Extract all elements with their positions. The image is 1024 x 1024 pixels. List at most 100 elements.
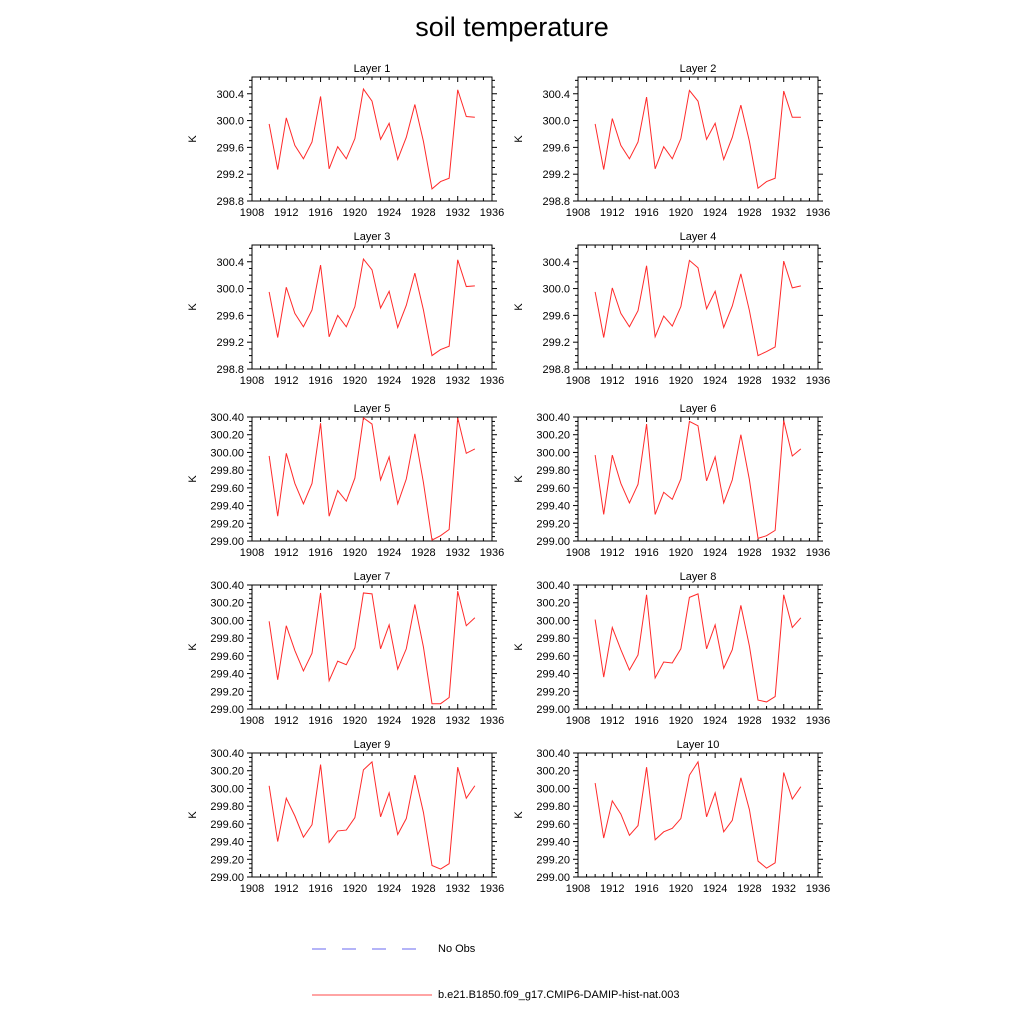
x-tick-label: 1932: [771, 715, 795, 727]
y-tick-label: 299.2: [216, 337, 244, 349]
y-axis-label: K: [187, 303, 199, 311]
plot-frame: [577, 416, 819, 542]
x-tick-label: 1908: [240, 547, 264, 559]
y-tick-label: 300.00: [536, 615, 570, 627]
y-tick-label: 299.20: [536, 854, 570, 866]
x-tick-label: 1920: [343, 207, 367, 219]
panel-layer-3: Layer 3 K 1908 1912 1916 1920 1924 1928 1932 1936…: [187, 231, 504, 387]
x-tick-label: 1936: [806, 883, 830, 895]
y-tick-label: 300.40: [210, 412, 244, 424]
plot-frame: [251, 584, 493, 710]
x-tick-label: 1932: [771, 883, 795, 895]
x-tick-label: 1920: [669, 547, 693, 559]
x-tick-label: 1936: [806, 375, 830, 387]
y-tick-label: 298.8: [542, 196, 570, 208]
y-tick-label: 299.20: [536, 686, 570, 698]
panel-title: Layer 7: [354, 571, 391, 583]
x-tick-label: 1916: [634, 375, 658, 387]
x-tick-label: 1928: [411, 883, 435, 895]
x-tick-label: 1928: [737, 883, 761, 895]
y-tick-label: 300.40: [536, 748, 570, 760]
y-tick-label: 299.00: [536, 536, 570, 548]
panel-title: Layer 3: [354, 231, 391, 243]
x-tick-label: 1920: [343, 375, 367, 387]
series-line: [594, 89, 801, 190]
y-tick-label: 300.00: [210, 783, 244, 795]
panel-layer-1: Layer 1 K 1908 1912 1916 1920 1924 1928 1932 1936…: [187, 63, 504, 219]
x-tick-label: 1936: [480, 375, 504, 387]
series-line: [268, 416, 476, 541]
y-axis-label: K: [513, 643, 525, 651]
y-tick-label: 299.2: [542, 169, 570, 181]
x-tick-label: 1928: [737, 207, 761, 219]
x-tick-label: 1912: [600, 715, 624, 727]
y-tick-label: 300.20: [536, 598, 570, 610]
y-tick-label: 299.00: [210, 872, 244, 884]
y-tick-label: 299.20: [536, 518, 570, 530]
panel-title: Layer 8: [680, 571, 717, 583]
y-tick-label: 300.20: [210, 766, 244, 778]
y-axis-label: K: [187, 643, 199, 651]
plot-frame: [577, 244, 819, 370]
x-tick-label: 1912: [600, 883, 624, 895]
y-tick-label: 300.4: [216, 89, 244, 101]
y-axis-label: K: [513, 811, 525, 819]
x-tick-label: 1908: [566, 883, 590, 895]
y-tick-label: 300.00: [536, 783, 570, 795]
x-tick-label: 1924: [703, 547, 727, 559]
y-tick-label: 298.8: [216, 364, 244, 376]
x-tick-label: 1924: [377, 375, 401, 387]
x-tick-label: 1920: [343, 883, 367, 895]
x-tick-label: 1924: [703, 375, 727, 387]
x-tick-label: 1908: [566, 207, 590, 219]
y-tick-label: 299.80: [210, 801, 244, 813]
y-tick-label: 300.00: [210, 615, 244, 627]
x-tick-label: 1932: [445, 207, 469, 219]
y-tick-label: 299.20: [210, 686, 244, 698]
x-tick-label: 1932: [445, 547, 469, 559]
series-line: [268, 257, 475, 357]
y-tick-label: 299.40: [536, 837, 570, 849]
y-tick-label: 300.20: [536, 766, 570, 778]
x-tick-label: 1920: [669, 375, 693, 387]
y-tick-label: 299.20: [210, 518, 244, 530]
x-tick-label: 1928: [411, 715, 435, 727]
y-tick-label: 300.0: [542, 284, 570, 296]
x-tick-label: 1908: [566, 715, 590, 727]
series-line: [594, 259, 801, 357]
y-tick-label: 299.60: [210, 651, 244, 663]
y-axis-label: K: [513, 135, 525, 143]
x-tick-label: 1916: [308, 207, 332, 219]
x-tick-label: 1920: [669, 715, 693, 727]
y-axis-label: K: [513, 475, 525, 483]
x-tick-label: 1928: [411, 375, 435, 387]
x-tick-label: 1916: [308, 883, 332, 895]
y-tick-label: 299.00: [210, 536, 244, 548]
x-tick-label: 1924: [377, 207, 401, 219]
y-tick-label: 299.80: [536, 465, 570, 477]
y-tick-label: 299.80: [536, 801, 570, 813]
x-tick-label: 1936: [806, 207, 830, 219]
panel-title: Layer 9: [354, 739, 391, 751]
x-tick-label: 1924: [703, 883, 727, 895]
panel-title: Layer 4: [680, 231, 717, 243]
x-tick-label: 1912: [274, 547, 298, 559]
y-tick-label: 299.40: [210, 501, 244, 513]
panel-layer-5: Layer 5 K 1908 1912 1916 1920 1924 1928 1932 1936…: [187, 403, 504, 559]
y-tick-label: 300.4: [542, 257, 570, 269]
y-tick-label: 299.20: [210, 854, 244, 866]
series-line: [268, 591, 476, 705]
y-tick-label: 299.60: [210, 819, 244, 831]
y-tick-label: 300.00: [536, 447, 570, 459]
x-tick-label: 1924: [377, 547, 401, 559]
y-tick-label: 299.40: [210, 837, 244, 849]
legend-no-obs-label: No Obs: [438, 943, 476, 955]
y-tick-label: 299.6: [216, 142, 244, 154]
y-axis-label: K: [187, 811, 199, 819]
x-tick-label: 1936: [480, 715, 504, 727]
y-tick-label: 299.80: [210, 465, 244, 477]
panel-title: Layer 10: [677, 739, 720, 751]
panel-title: Layer 2: [680, 63, 717, 75]
y-tick-label: 299.60: [536, 483, 570, 495]
